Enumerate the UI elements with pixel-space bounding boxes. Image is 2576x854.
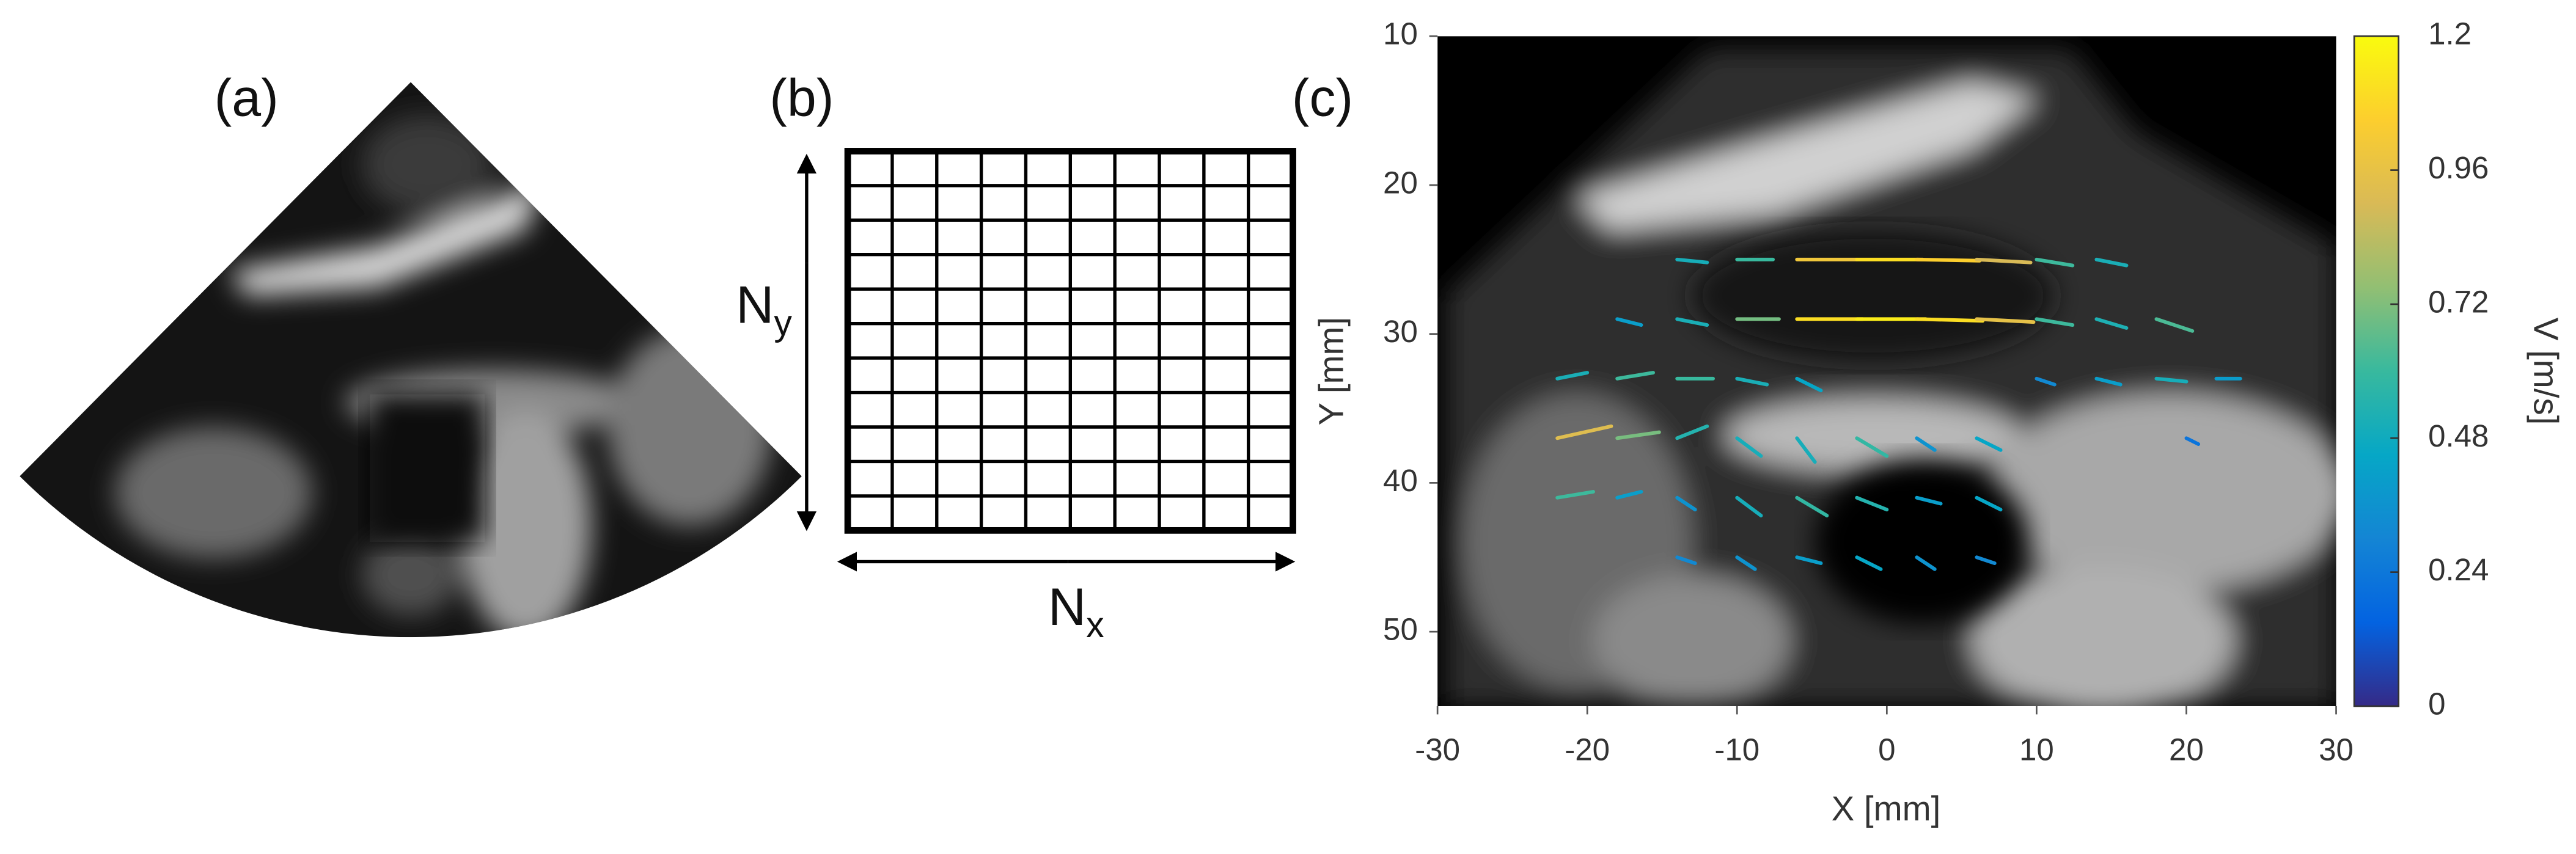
velocity-vector <box>1795 376 1823 393</box>
velocity-vector <box>1615 430 1661 440</box>
velocity-vector <box>1615 317 1643 327</box>
colorbar-tick-label: 0.96 <box>2428 150 2489 185</box>
velocity-vector <box>1615 371 1655 381</box>
velocity-vector <box>1855 436 1889 458</box>
velocity-vector <box>1855 495 1889 512</box>
x-tick-label: 0 <box>1878 732 1895 767</box>
nx-main: N <box>1048 578 1086 637</box>
x-tick-label: 10 <box>2019 732 2054 767</box>
nx-sub: x <box>1086 604 1104 645</box>
velocity-vector <box>1675 317 1709 327</box>
velocity-vector <box>1735 376 1769 387</box>
y-tick-label: 20 <box>1383 165 1418 200</box>
velocity-vector <box>1975 317 2036 324</box>
grid-diagram <box>844 148 1296 534</box>
colorbar <box>2353 35 2400 707</box>
panel-label: (c) <box>1292 68 1353 127</box>
x-tick-label: -30 <box>1415 732 1460 767</box>
velocity-vector <box>2094 376 2123 387</box>
velocity-vector <box>1915 436 1937 452</box>
velocity-vector <box>2154 376 2189 384</box>
x-tick-label: 30 <box>2319 732 2354 767</box>
panel-label: (a) <box>215 68 279 127</box>
velocity-vector <box>1855 555 1883 571</box>
velocity-vector <box>1795 495 1829 517</box>
ny-main: N <box>736 276 774 334</box>
velocity-vector <box>2035 257 2075 268</box>
colorbar-tick-label: 1.2 <box>2428 16 2471 51</box>
velocity-vector <box>1675 424 1709 440</box>
velocity-vector <box>1975 257 2033 265</box>
x-tick-label: -10 <box>1714 732 1760 767</box>
y-axis-label: Y [mm] <box>1312 317 1351 426</box>
y-tick-label: 30 <box>1383 314 1418 349</box>
velocity-vector <box>1975 436 2003 452</box>
plot: -30 -20 -10 0 10 20 30 10 20 30 40 50 <box>1383 16 2354 767</box>
velocity-vector <box>1735 495 1763 517</box>
velocity-vector <box>1615 490 1643 500</box>
velocity-vector <box>1975 495 2003 512</box>
y-tick-label: 50 <box>1383 612 1418 647</box>
velocity-vector <box>1735 555 1757 571</box>
colorbar-tick-label: 0.72 <box>2428 284 2489 319</box>
velocity-vector <box>2154 317 2195 333</box>
velocity-vector <box>2094 317 2129 330</box>
ny-label: Ny <box>736 276 792 343</box>
colorbar-tick-label: 0.48 <box>2428 418 2489 453</box>
y-tick-label: 40 <box>1383 463 1418 498</box>
x-tick-label: -20 <box>1565 732 1610 767</box>
velocity-vector <box>1915 317 1985 323</box>
velocity-vector <box>1975 555 1997 565</box>
velocity-vector <box>1735 436 1763 458</box>
velocity-vector <box>2035 376 2057 387</box>
velocity-vector <box>1675 257 1709 265</box>
velocity-vector <box>1555 424 1613 440</box>
ultrasound-image <box>20 82 802 638</box>
ny-sub: y <box>774 302 792 343</box>
velocity-vector <box>1795 436 1817 464</box>
colorbar-tick-label: 0 <box>2428 686 2445 721</box>
velocity-vector <box>1555 490 1595 500</box>
velocity-vector <box>1675 495 1697 512</box>
x-axis-label: X [mm] <box>1832 789 1941 828</box>
velocity-vector <box>2184 436 2201 446</box>
panel-label: (b) <box>769 68 834 127</box>
velocity-vector <box>1915 555 1937 571</box>
velocity-vector <box>1675 555 1697 565</box>
y-tick-label: 10 <box>1383 16 1418 51</box>
x-tick-label: 20 <box>2169 732 2204 767</box>
nx-label: Nx <box>1048 578 1104 645</box>
colorbar-tick-label: 0.24 <box>2428 552 2489 587</box>
velocity-vector <box>1915 257 1982 263</box>
velocity-vector <box>1555 371 1590 381</box>
colorbar-label: V [m/s] <box>2526 318 2565 425</box>
velocity-vector <box>1915 495 1943 506</box>
velocity-vector <box>1795 555 1823 565</box>
velocity-vector <box>2094 257 2129 268</box>
velocity-vector <box>2035 317 2075 327</box>
